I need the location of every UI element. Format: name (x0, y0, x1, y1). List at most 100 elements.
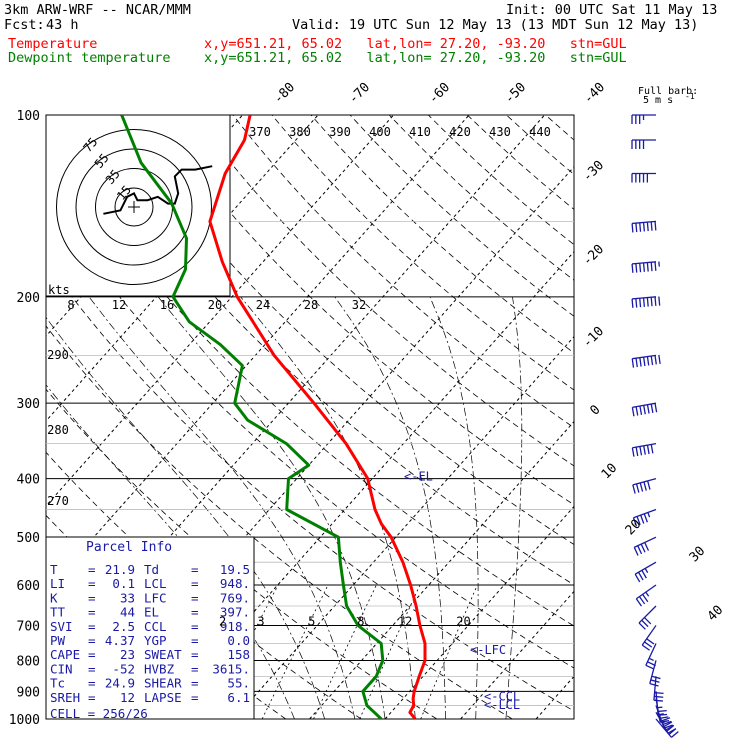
wind-barb-flag (662, 720, 672, 726)
wind-barb-flag (640, 514, 645, 524)
mixing-ratio-line (420, 584, 478, 719)
speed-scale-label: 32 (352, 298, 366, 312)
parcel-row-label: CIN (50, 661, 73, 676)
parcel-level-marker: <-CCL (484, 690, 520, 704)
parcel-row-label: SREH (50, 690, 80, 705)
parcel-row-label: Td (144, 562, 159, 577)
wind-barb-flag (659, 716, 669, 720)
parcel-row-value: 12 (120, 690, 135, 705)
wind-barb (649, 660, 661, 687)
isotherm-label: -40 (581, 80, 608, 107)
pressure-tick-label: 400 (17, 473, 40, 488)
parcel-row-value: 0.0 (227, 633, 250, 648)
wind-barb-flag (665, 724, 675, 731)
mixing-ratio-label: 3 (257, 615, 264, 629)
wind-barb-flag (645, 664, 655, 670)
pressure-tick-label: 500 (17, 531, 40, 546)
wind-barb-flag (639, 357, 642, 367)
dewpoint-legend: Dewpoint temperature (8, 50, 171, 66)
wind-barb-flag (641, 644, 650, 651)
wind-barb-flag (632, 484, 636, 494)
isotherm (233, 335, 574, 719)
parcel-row-label: PW (50, 633, 66, 648)
parcel-row-eq: = (88, 576, 96, 591)
mixing-ratio-label: 5 (308, 615, 315, 629)
mixing-ratio-label: 12 (398, 615, 412, 629)
barb-legend-label: Full barb: (638, 86, 698, 97)
pressure-tick-label: 900 (17, 685, 40, 700)
wind-barb (645, 643, 657, 670)
theta-e-label: 440 (529, 125, 551, 139)
wind-barb-flag (639, 405, 643, 415)
isotherm (687, 115, 740, 719)
parcel-row-eq: = (191, 562, 199, 577)
dry-adiabat (585, 115, 740, 719)
wind-barb-flag (658, 296, 661, 306)
pressure-tick-label: 1000 (9, 713, 40, 728)
wind-barb-flag (650, 679, 660, 683)
parcel-row-value: 55. (227, 676, 250, 691)
parcel-row-value: 21.9 (105, 562, 135, 577)
wind-barb-flag (635, 447, 639, 457)
parcel-row-label: EL (144, 605, 159, 620)
parcel-row-eq: = (191, 576, 199, 591)
wind-barb-staff (632, 261, 657, 265)
parcel-row-value: 2.5 (112, 619, 135, 634)
wind-barb-flag (642, 357, 646, 367)
parcel-row-label: LAPSE (144, 690, 182, 705)
wind-barb (632, 508, 657, 527)
parcel-row-eq: = (191, 590, 199, 605)
pressure-tick-label: 700 (17, 619, 40, 634)
wind-barb-flag (631, 263, 634, 273)
wind-barb-flag (636, 516, 641, 526)
wind-barb (633, 536, 657, 556)
wind-barb-flag (643, 405, 646, 415)
isotherm-label: -70 (346, 80, 373, 107)
wind-barb-flag (631, 358, 635, 368)
wind-barb-flag (658, 713, 668, 716)
wind-barb-flag (635, 263, 638, 273)
wind-barb-staff (635, 584, 657, 600)
parcel-row-value: 918. (220, 619, 250, 634)
wind-barb-flag (667, 728, 677, 734)
wind-barb-flag (639, 482, 644, 492)
parcel-row-eq: = (88, 605, 96, 620)
wind-barb-flag (654, 695, 664, 698)
wind-barb-flag (647, 480, 651, 490)
parcel-row-label: HVBZ (144, 661, 175, 676)
wind-barb-flag (631, 447, 635, 457)
mixing-ratio-line (359, 584, 421, 719)
wind-barb-flag (649, 683, 659, 687)
wind-barb (638, 605, 657, 630)
parcel-row-value: 24.9 (105, 676, 135, 691)
parcel-row-value: 23 (120, 647, 135, 662)
wind-barb-flag (642, 297, 645, 307)
speed-scale-label: 8 (67, 298, 74, 312)
parcel-row-label: TT (50, 605, 66, 620)
parcel-row-eq: = (88, 590, 96, 605)
wind-barb-flag (646, 297, 649, 307)
parcel-row-label: CAPE (50, 647, 80, 662)
wind-barb (655, 691, 668, 716)
isotherm-label: -10 (580, 324, 607, 351)
wind-barb-flag (632, 517, 638, 527)
wind-barb-flag (642, 593, 649, 603)
speed-scale-label: 16 (160, 298, 174, 312)
isotherm-label: -20 (580, 242, 607, 269)
parcel-row-label: T (50, 562, 58, 577)
wind-barb-flag (635, 298, 638, 308)
parcel-row-value: 33 (120, 590, 135, 605)
wind-barb-staff (632, 354, 657, 360)
theta-e-label: 430 (489, 125, 511, 139)
parcel-row-eq: = (191, 676, 199, 691)
mixing-ratio-label: 2 (219, 615, 226, 629)
wind-barb-flag (642, 262, 645, 272)
parcel-row-eq: = (88, 633, 96, 648)
isotherm (460, 590, 574, 719)
wind-barb-flag (639, 222, 642, 232)
parcel-row-value: 948. (220, 576, 250, 591)
wind-barb-staff (655, 691, 659, 716)
isotherm-label: -60 (426, 80, 453, 107)
wind-barb-flag (654, 296, 657, 306)
